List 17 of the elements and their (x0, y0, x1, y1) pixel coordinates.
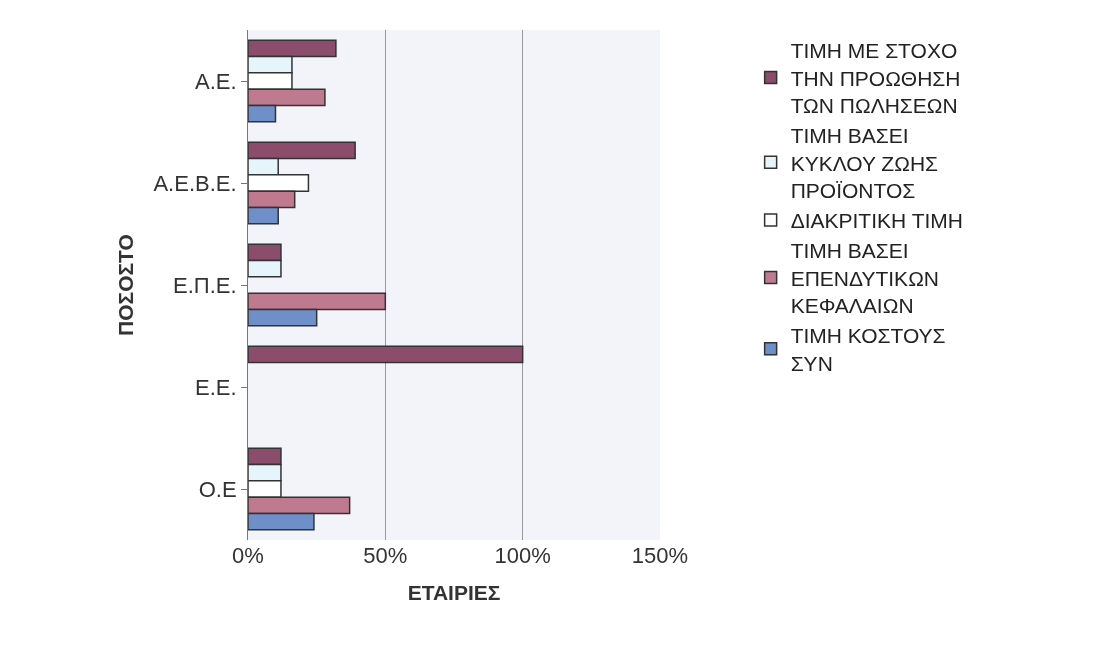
y-axis-title: ΠΟΣΟΣΤΟ (113, 234, 137, 336)
x-axis-title: ΕΤΑΙΡΙΕΣ (407, 581, 501, 605)
legend-label: ΤΙΜΗ ΒΑΣΕΙ ΚΥΚΛΟΥ ΖΩΗΣ ΠΡΟΪΟΝΤΟΣ (790, 124, 939, 202)
y-tick-label: Ο.Ε (198, 476, 237, 502)
y-tick-label: Α.Ε.Β.Ε. (153, 170, 237, 196)
x-tick-label: 0% (232, 543, 264, 568)
legend-label: ΤΙΜΗ ΚΟΣΤΟΥΣ ΣΥΝ (790, 324, 946, 375)
y-tick-label: Ε.Π.Ε. (173, 272, 237, 298)
bar (248, 345, 524, 364)
legend-label: ΔΙΑΚΡΙΤΙΚΗ ΤΙΜΗ (790, 209, 963, 233)
legend-label: ΤΙΜΗ ΜΕ ΣΤΟΧΟ ΤΗΝ ΠΡΟΩΘΗΣΗ ΤΩΝ ΠΩΛΗΣΕΩΝ (790, 39, 961, 117)
y-tick-label: Α.Ε. (195, 68, 237, 94)
x-tick-label: 50% (363, 543, 408, 568)
legend-label: ΤΙΜΗ ΒΑΣΕΙ ΕΠΕΝΔΥΤΙΚΩΝ ΚΕΦΑΛΑΙΩΝ (790, 239, 939, 318)
x-tick-label: 100% (494, 543, 551, 568)
x-tick-label: 150% (631, 543, 689, 568)
y-tick-label: Ε.Ε. (195, 374, 237, 400)
